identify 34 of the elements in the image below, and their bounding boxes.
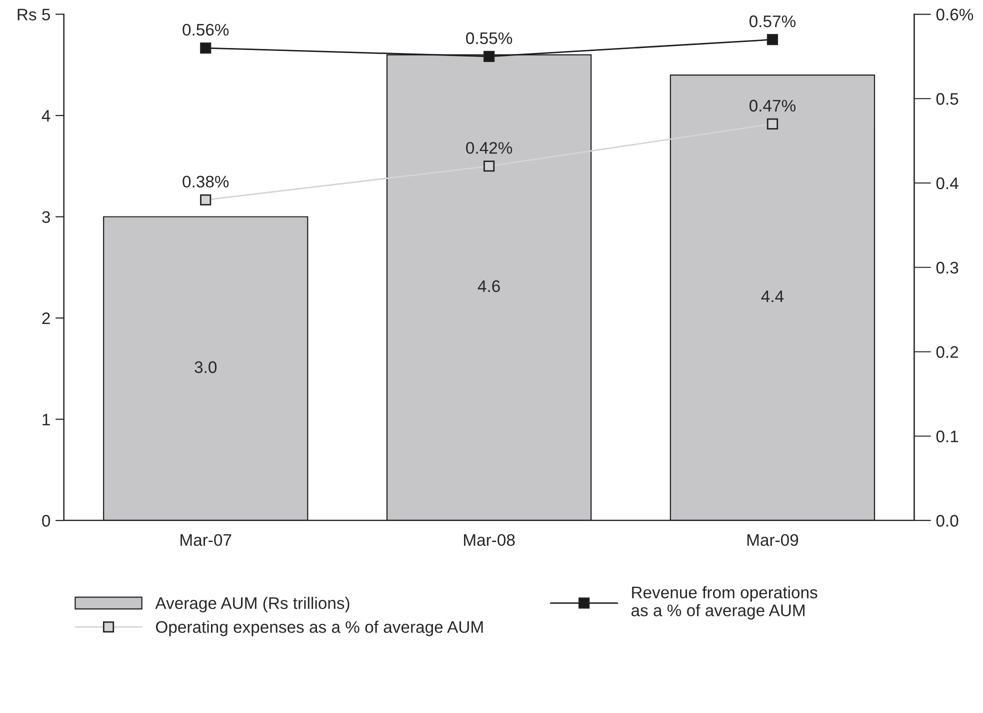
y2-tick-label: 0.3	[936, 262, 958, 274]
data-label: 3.0	[194, 361, 217, 374]
data-label: 4.6	[478, 280, 500, 292]
y2-tick-label: 0.1	[936, 430, 958, 442]
data-label: 0.56%	[182, 24, 229, 36]
y2-tick-label: 0.4	[936, 177, 958, 190]
y-tick-label: 1	[42, 414, 50, 426]
y2-tick-label: 0.6%	[936, 8, 974, 20]
y2-tick-label: 0.2	[936, 346, 958, 358]
x-tick-label: Mar-09	[747, 534, 798, 546]
data-label: 0.42%	[466, 142, 512, 154]
y2-tick-label: 0.5	[936, 93, 958, 105]
data-label: 0.38%	[182, 176, 229, 188]
x-tick-label: Mar-07	[180, 534, 232, 546]
data-label: 0.47%	[750, 100, 796, 112]
legend-label: Revenue from operations as a % of average AUM	[631, 586, 818, 620]
point	[200, 42, 212, 54]
legend-label: Operating expenses as a % of average AUM	[156, 620, 483, 636]
y-tick-label: 0	[42, 514, 50, 527]
y-tick-label: 4	[42, 110, 50, 122]
point	[483, 160, 495, 172]
x-tick-label: Mar-08	[464, 534, 515, 546]
legend-label: Average AUM (Rs trillions)	[155, 596, 350, 612]
point	[483, 50, 495, 62]
data-label: 0.57%	[750, 15, 796, 28]
y-tick-label: 3	[42, 211, 50, 223]
point	[766, 34, 778, 46]
y-tick-label: 2	[42, 312, 50, 324]
y-tick-label: Rs 5	[18, 8, 50, 20]
point	[200, 194, 212, 206]
data-label: 0.55%	[466, 32, 512, 44]
data-label: 4.4	[761, 290, 784, 302]
y2-tick-label: 0.0	[936, 514, 958, 527]
point	[766, 118, 778, 130]
